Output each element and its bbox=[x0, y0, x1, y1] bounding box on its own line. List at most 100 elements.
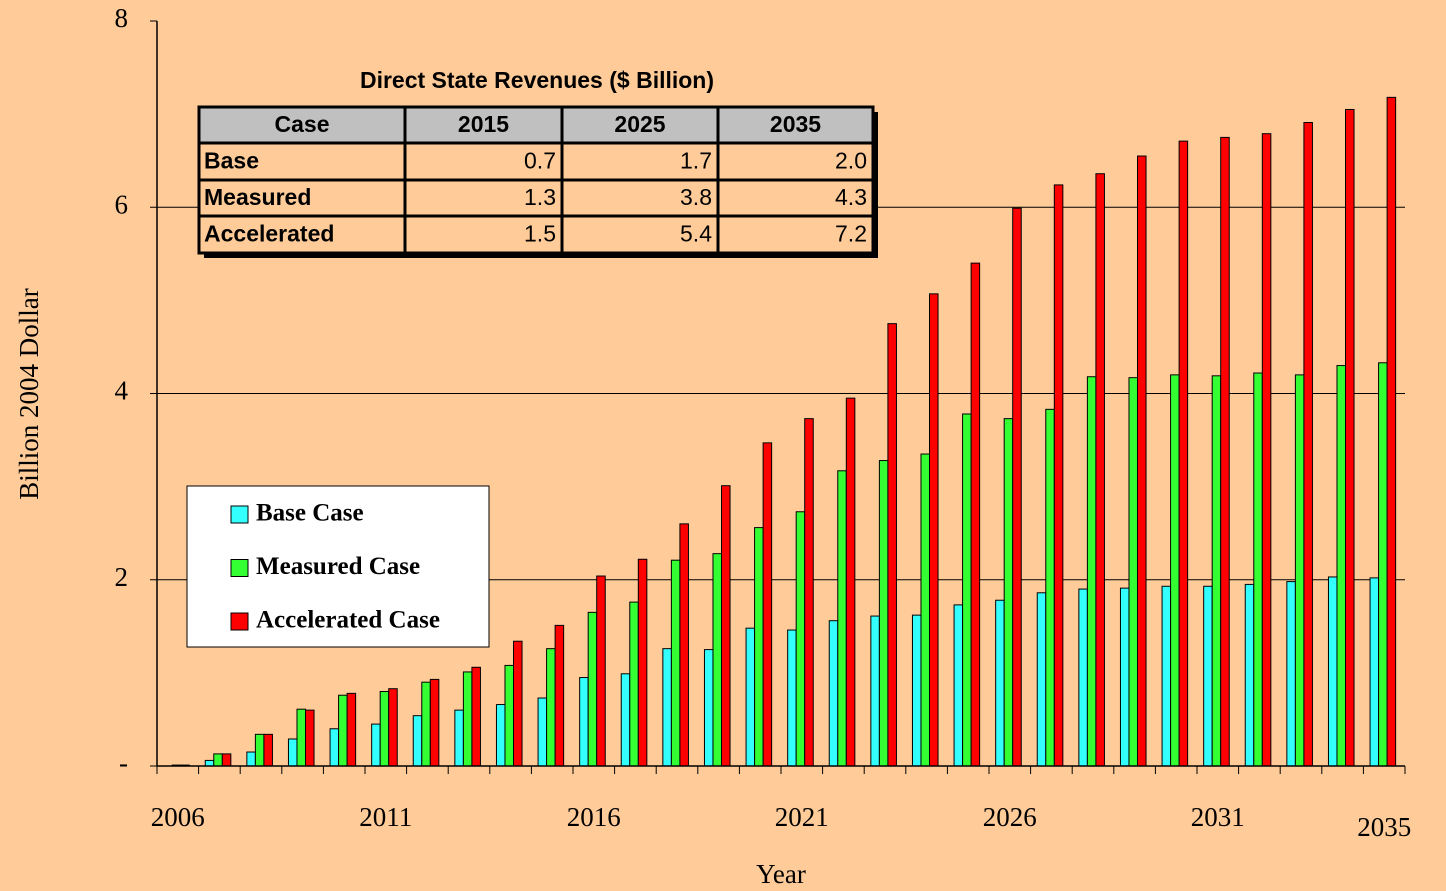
bar bbox=[379, 691, 390, 767]
bar bbox=[995, 599, 1005, 767]
table-cell: 7.2 bbox=[835, 221, 867, 247]
bar bbox=[1012, 207, 1022, 767]
x-axis-title: Year bbox=[756, 859, 806, 889]
bar bbox=[596, 575, 606, 767]
bar bbox=[1345, 108, 1355, 767]
table-header-bg bbox=[197, 105, 875, 145]
bar bbox=[1128, 377, 1139, 767]
bar bbox=[1294, 374, 1305, 767]
x-tick-label: 2016 bbox=[567, 802, 621, 832]
bar bbox=[204, 759, 215, 767]
bar bbox=[629, 601, 639, 767]
bar bbox=[462, 671, 473, 767]
bar bbox=[454, 709, 464, 767]
bar bbox=[579, 677, 589, 767]
y-axis-title: Billion 2004 Dollar bbox=[14, 288, 44, 500]
bar bbox=[1253, 372, 1263, 767]
summary-table: Direct State Revenues ($ Billion) Case 201… bbox=[197, 67, 878, 258]
x-tick-label: 2031 bbox=[1191, 802, 1245, 832]
bar bbox=[329, 728, 340, 767]
y-tick-label: - bbox=[119, 748, 128, 778]
bar bbox=[1244, 583, 1255, 767]
legend: Base Case Measured Case Accelerated Case bbox=[186, 485, 490, 648]
table-cell: 1.3 bbox=[524, 184, 556, 210]
bar bbox=[338, 694, 348, 767]
legend-swatch bbox=[230, 612, 249, 631]
bar bbox=[1220, 136, 1230, 767]
bar bbox=[1045, 408, 1055, 767]
bar bbox=[920, 453, 931, 767]
bar bbox=[662, 648, 672, 767]
bar bbox=[1161, 585, 1172, 767]
bar bbox=[679, 523, 689, 767]
table-cell: Base bbox=[204, 148, 259, 174]
bar bbox=[263, 733, 273, 767]
bar bbox=[953, 604, 964, 767]
bar bbox=[795, 511, 806, 767]
table-cell: 3.8 bbox=[680, 184, 712, 210]
bar bbox=[754, 527, 764, 767]
bar bbox=[537, 697, 548, 767]
bar bbox=[845, 397, 856, 767]
bar bbox=[828, 620, 839, 767]
table-cell: 0.7 bbox=[524, 148, 556, 174]
legend-label: Accelerated Case bbox=[256, 607, 440, 634]
bar bbox=[254, 733, 265, 767]
bar bbox=[745, 627, 756, 767]
x-tick-label: 2026 bbox=[983, 802, 1037, 832]
bar bbox=[703, 649, 714, 767]
x-tick-label: 2021 bbox=[775, 802, 829, 832]
bar bbox=[929, 293, 939, 767]
bar bbox=[1327, 576, 1338, 767]
bar bbox=[246, 751, 256, 767]
bar bbox=[587, 611, 598, 767]
bar bbox=[620, 673, 631, 767]
bar bbox=[1119, 587, 1130, 767]
bar bbox=[346, 692, 357, 767]
table-title: Direct State Revenues ($ Billion) bbox=[360, 67, 714, 93]
table-cell: 4.3 bbox=[835, 184, 867, 210]
bar bbox=[878, 460, 889, 767]
y-tick-label: 6 bbox=[115, 189, 129, 219]
bar bbox=[554, 624, 565, 767]
bar bbox=[837, 470, 847, 767]
bar bbox=[296, 708, 307, 767]
bar bbox=[1303, 122, 1313, 767]
table-cell: 1.7 bbox=[680, 148, 712, 174]
bar bbox=[1178, 140, 1189, 767]
bar bbox=[412, 715, 423, 767]
bar bbox=[670, 559, 681, 767]
plot: - 2 4 6 8 2006 2011 2016 2021 2026 2031 2035 bbox=[115, 3, 1412, 842]
bar bbox=[712, 553, 723, 767]
legend-swatch bbox=[230, 505, 249, 524]
bar bbox=[911, 614, 922, 767]
bar bbox=[1211, 375, 1222, 767]
bar bbox=[721, 485, 731, 767]
bar bbox=[787, 629, 797, 767]
bar bbox=[637, 558, 648, 767]
bar bbox=[1261, 133, 1272, 767]
table-header-cell: Case bbox=[275, 111, 330, 137]
bar bbox=[1203, 585, 1213, 767]
bar bbox=[970, 262, 981, 767]
bar bbox=[870, 615, 880, 767]
bar bbox=[1336, 365, 1347, 767]
bar bbox=[305, 709, 315, 767]
bar bbox=[1286, 581, 1296, 767]
x-tick-label: 2011 bbox=[359, 802, 412, 832]
bar bbox=[1053, 184, 1064, 767]
table-cell: 5.4 bbox=[680, 221, 712, 247]
y-tick-label: 2 bbox=[115, 562, 129, 592]
bar bbox=[546, 648, 556, 767]
bar bbox=[1078, 588, 1088, 767]
table-cell: 1.5 bbox=[524, 221, 556, 247]
bar bbox=[1086, 376, 1097, 767]
bar bbox=[1095, 173, 1105, 767]
bar bbox=[371, 723, 381, 767]
bar bbox=[887, 323, 897, 767]
table-cell: Measured bbox=[204, 184, 311, 210]
y-tick-label: 4 bbox=[115, 376, 129, 406]
bar bbox=[513, 640, 523, 767]
